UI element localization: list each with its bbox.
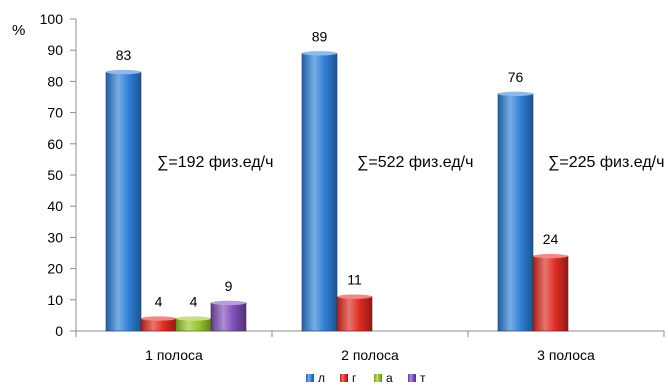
category-label: 3 полоса [537,347,595,363]
bar-cap [176,316,211,321]
data-labels-group: 83 4 4 9 89 11 76 24 [116,28,559,309]
bar-cap [337,294,372,299]
data-label: 4 [190,294,198,310]
y-tick-label: 50 [47,167,63,183]
legend-label: а [386,371,393,385]
y-tick-label: 0 [55,323,63,339]
y-tick-label: 20 [47,261,63,277]
data-label: 4 [155,294,163,310]
bar-cap [498,91,533,97]
category-label: 2 полоса [341,347,399,363]
y-tick-label: 90 [47,42,63,58]
y-tick-label: 100 [40,11,64,27]
y-tick-label: 80 [47,73,63,89]
y-tick-label: 70 [47,105,63,121]
bar-г-2 [336,296,373,332]
annotations-group: ∑=192 физ.ед/ч ∑=522 физ.ед/ч ∑=225 физ.ед… [157,154,664,171]
legend-label: л [318,371,325,385]
legend-swatch [408,374,416,382]
data-label: 24 [543,231,559,247]
sum-annotation: ∑=522 физ.ед/ч [357,154,473,171]
data-label: 9 [225,278,233,294]
bar-cap [106,69,141,75]
axis-group: 0 10 20 30 40 50 60 70 80 90 100 1 полоса 2 полоса 3 … [40,11,665,363]
bar-г-3 [532,255,569,332]
category-label: 1 полоса [145,347,203,363]
y-axis-unit-label: % [12,22,25,39]
legend-swatch [374,374,382,382]
data-label: 89 [312,28,328,44]
legend-swatch [340,374,348,382]
bars-group [105,51,569,332]
bar-л-1 [105,71,142,332]
y-tick-label: 10 [47,292,63,308]
legend-label: т [420,371,426,385]
y-tick-label: 60 [47,136,63,152]
bar-cap [211,300,246,306]
data-label: 11 [347,272,362,288]
legend-swatch [306,374,314,382]
data-label: 83 [116,47,132,63]
bar-л-2 [301,53,338,332]
bar-cap [302,51,337,56]
y-tick-label: 30 [47,229,63,245]
y-tick-label: 40 [47,198,63,214]
bar-cap [533,253,568,259]
bar-т-1 [210,302,247,332]
bar-cap [141,316,176,321]
sum-annotation: ∑=225 физ.ед/ч [548,154,664,171]
legend-label: г [352,371,357,385]
bar-л-3 [497,93,534,332]
data-label: 76 [508,69,524,85]
sum-annotation: ∑=192 физ.ед/ч [157,154,273,171]
